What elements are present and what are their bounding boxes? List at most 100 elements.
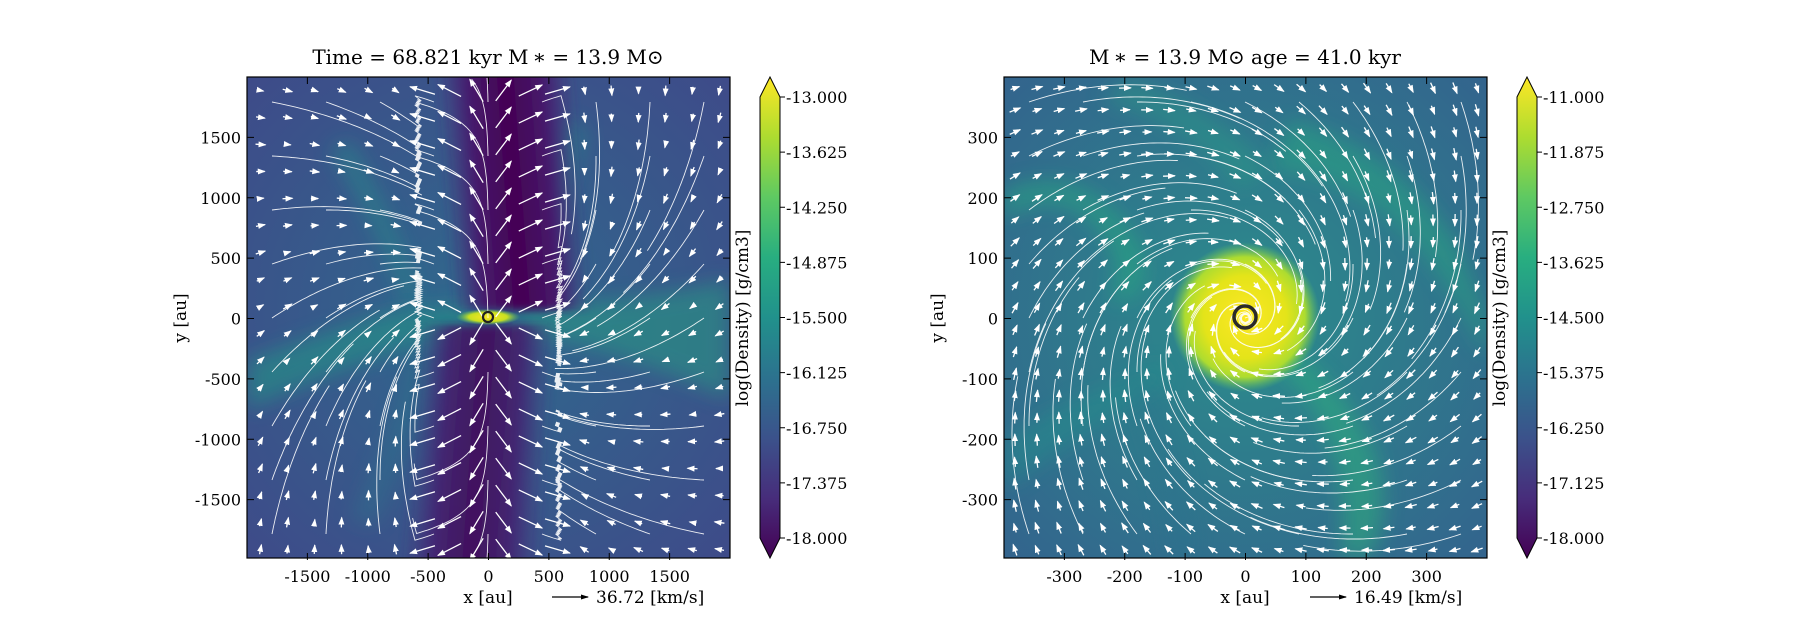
velocity-arrow [1100,433,1107,446]
y-tick-label: -300 [962,491,998,510]
velocity-arrow [1164,281,1174,290]
velocity-arrow [1075,173,1088,180]
velocity-arrow [1407,83,1414,94]
velocity-arrow [1272,459,1285,466]
velocity-arrow [283,409,291,420]
velocity-arrow [581,220,588,232]
streamline [414,248,435,265]
velocity-arrow [1078,477,1085,490]
streamline [610,101,651,257]
colorbar-tick-label: -18.000 [786,529,847,548]
streamline [1244,155,1332,281]
velocity-arrow [690,194,697,203]
velocity-arrow [1272,525,1285,532]
y-axis-left: 1500 1000 500 0 -500 -1000 -1500 [195,128,730,510]
velocity-arrow [1470,546,1483,553]
velocity-arrow [1451,82,1458,95]
velocity-arrow [363,113,373,120]
velocity-arrow [256,356,265,365]
y-tick-label: -100 [962,370,998,389]
velocity-arrow [1251,194,1263,202]
velocity-arrow [283,330,292,338]
velocity-arrow [437,434,462,449]
velocity-arrow [1098,259,1109,269]
velocity-arrow [1452,258,1459,271]
velocity-arrow [1142,281,1152,291]
colorbar-tick-label: -15.500 [786,309,847,328]
velocity-arrow [1427,436,1439,444]
velocity-arrow [713,547,725,553]
velocity-arrow [1251,128,1263,136]
velocity-arrow [1272,503,1285,510]
velocity-arrow [363,330,372,339]
velocity-arrow [1297,325,1305,335]
velocity-arrow [1473,346,1481,358]
velocity-arrow [1097,85,1110,92]
colorbar-tick-label: -13.000 [786,88,847,107]
velocity-arrow [310,436,317,446]
velocity-arrow [256,436,264,447]
velocity-arrow [337,383,345,392]
velocity-arrow [1251,415,1263,422]
velocity-arrow [1144,434,1151,445]
velocity-arrow [495,457,512,480]
velocity-arrow [409,112,436,122]
velocity-arrow [1320,280,1327,293]
velocity-arrow [1427,546,1438,553]
velocity-arrow [1208,413,1218,423]
velocity-arrow [582,248,589,258]
velocity-arrow [1165,302,1173,314]
streamline [1136,266,1233,372]
velocity-arrow [1229,216,1242,223]
velocity-arrow [495,187,512,210]
velocity-arrow [1098,151,1109,158]
velocity-arrow [660,302,670,311]
velocity-arrow [1252,84,1263,92]
velocity-arrow [1122,411,1129,424]
velocity-arrow [310,222,320,229]
streamline [271,343,354,481]
velocity-arrow [605,384,617,391]
velocity-arrow [1250,326,1263,333]
velocity-arrow [409,545,436,555]
velocity-arrow [1252,259,1263,269]
velocity-arrow [579,412,590,418]
velocity-arrow [469,430,484,454]
velocity-arrow [365,462,372,474]
velocity-arrow [1316,547,1329,554]
velocity-arrow [409,193,436,203]
velocity-arrow [1251,106,1263,114]
velocity-arrow [409,383,436,393]
streamline [1137,101,1287,152]
velocity-arrow [1274,325,1284,335]
velocity-arrow [1317,392,1328,399]
velocity-arrow [1429,324,1437,337]
velocity-arrow [1031,129,1044,136]
velocity-arrow [1430,302,1437,314]
streamline [555,156,597,302]
velocity-arrow [1142,195,1153,202]
streamline [1286,209,1326,351]
velocity-arrow [437,218,462,233]
colorbar-label-left: log(Density) [g/cm3] [733,230,753,407]
velocity-arrow [1273,481,1284,488]
velocity-arrow [544,356,571,366]
y-tick-label: 0 [231,310,241,329]
streamline [554,317,705,370]
velocity-arrow [544,464,571,474]
streamlines-right [1011,84,1479,552]
velocity-arrow [1207,457,1219,467]
x-tick-label: 300 [1411,567,1442,586]
velocity-arrow [1363,171,1370,182]
velocity-arrow [1449,458,1461,466]
velocity-arrow [1320,302,1327,315]
velocity-arrow [255,250,267,256]
velocity-arrow [310,356,319,365]
velocity-arrow [390,113,401,121]
velocity-arrow [1428,369,1438,379]
velocity-arrow [1361,392,1373,400]
velocity-arrow [1229,414,1241,422]
velocity-arrow [634,493,643,500]
streamline [1191,209,1298,305]
